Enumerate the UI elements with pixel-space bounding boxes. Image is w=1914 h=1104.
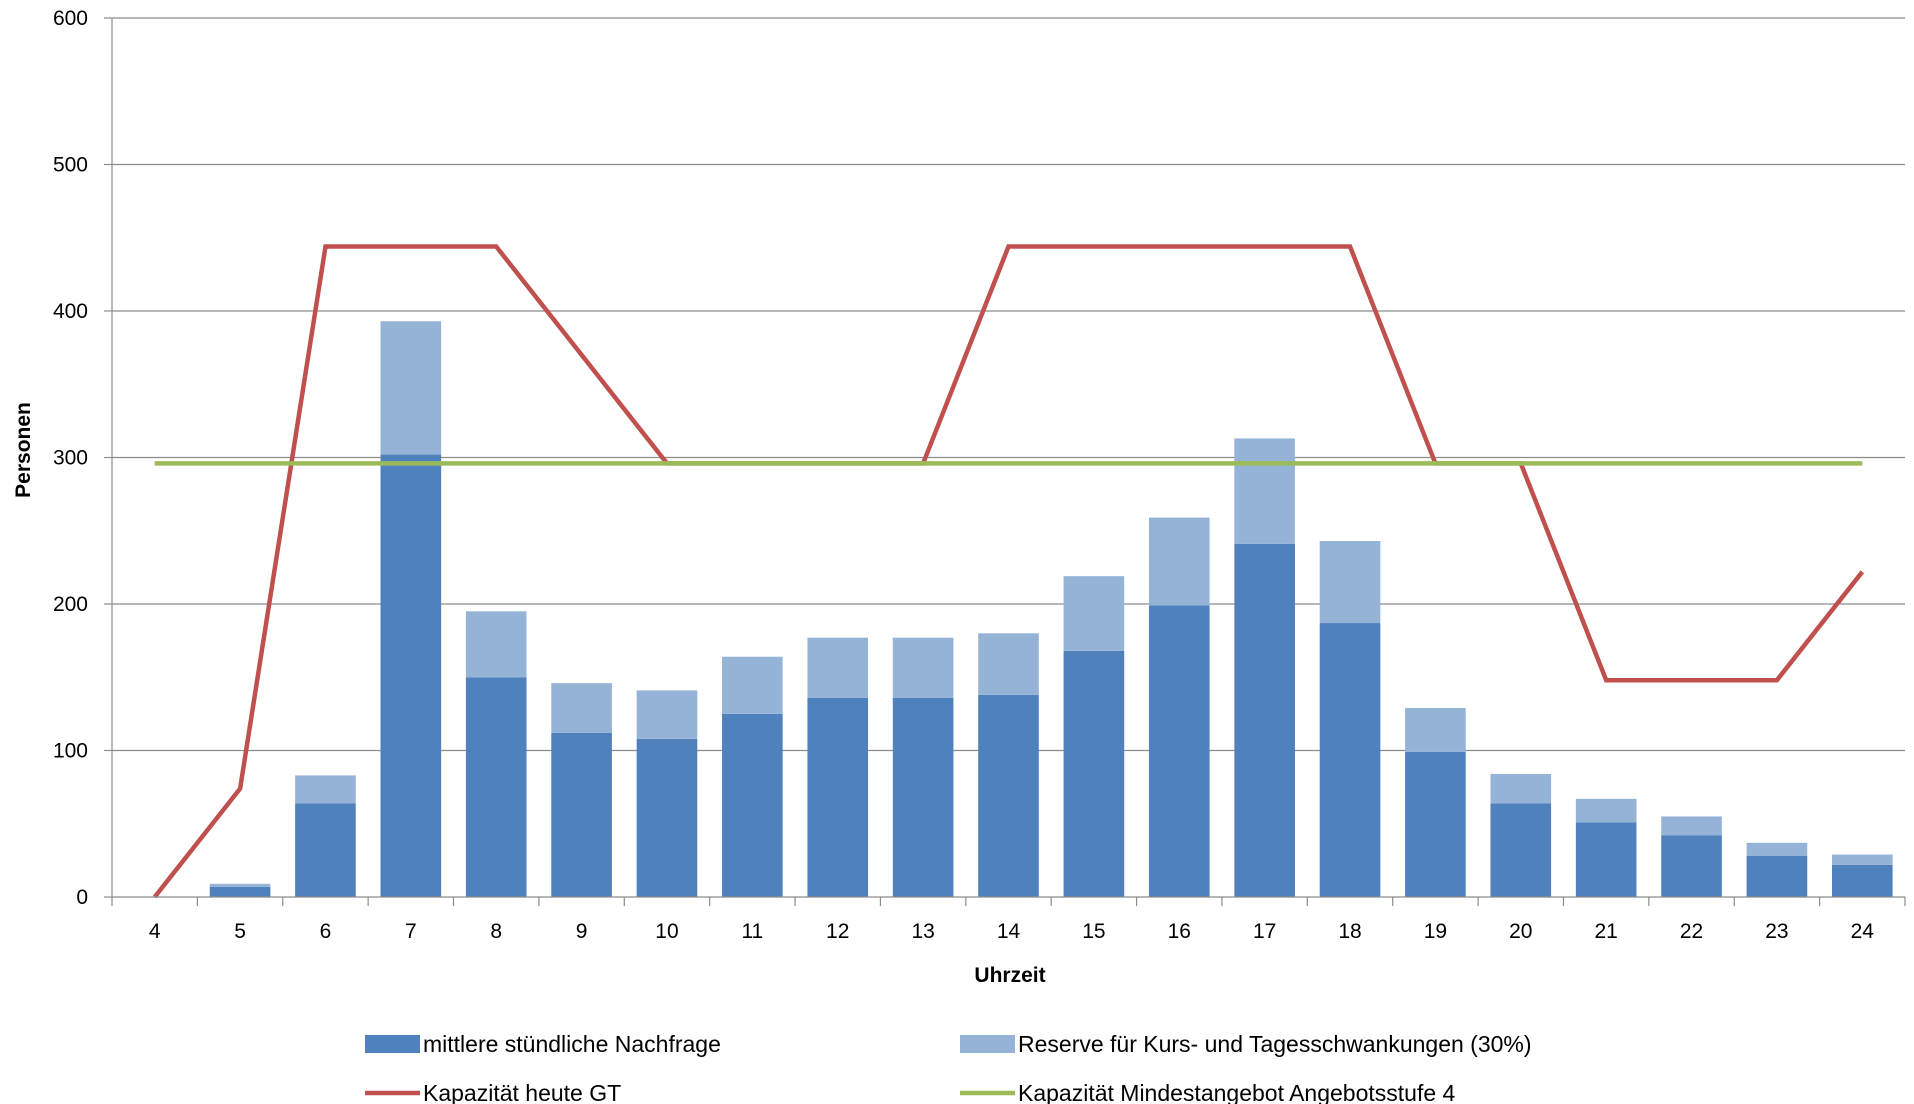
x-tick-label-17: 17: [1253, 920, 1276, 943]
x-tick-label-13: 13: [911, 920, 934, 943]
series-lines: [152, 244, 1865, 899]
bar-s1-21: [1575, 798, 1637, 823]
bar-s1-16: [1148, 517, 1210, 606]
x-tick-label-7: 7: [405, 920, 417, 943]
bar-s0-12: [807, 697, 869, 897]
bar-s1-22: [1661, 816, 1722, 836]
bar-s0-9: [551, 732, 612, 897]
legend-label-0: mittlere stündliche Nachfrage: [423, 1031, 721, 1057]
bar-s1-19: [1405, 708, 1466, 752]
x-tick-label-15: 15: [1082, 920, 1105, 943]
legend-swatch-0: [365, 1035, 420, 1053]
x-tick-label-4: 4: [149, 920, 161, 943]
y-tick-label-500: 500: [53, 154, 88, 177]
bar-s1-8: [465, 611, 527, 678]
bar-s0-24: [1831, 864, 1893, 897]
x-tick-label-14: 14: [997, 920, 1021, 943]
bar-s1-23: [1746, 842, 1808, 856]
x-tick-label-16: 16: [1168, 920, 1191, 943]
bar-s0-23: [1746, 855, 1808, 897]
bar-s1-17: [1234, 438, 1295, 544]
bar-s0-11: [722, 713, 783, 897]
bar-s1-6: [295, 775, 356, 804]
y-tick-label-100: 100: [53, 740, 88, 763]
bar-s1-20: [1490, 773, 1552, 804]
x-tick-label-22: 22: [1680, 920, 1703, 943]
y-tick-label-300: 300: [53, 447, 88, 470]
line-series-0: [152, 244, 1865, 899]
x-tick-label-5: 5: [234, 920, 246, 943]
axes: [104, 17, 1906, 906]
y-tick-label-400: 400: [53, 300, 88, 323]
bar-s0-7: [380, 454, 442, 897]
legend-label-2: Kapazität heute GT: [423, 1080, 621, 1104]
x-tick-label-19: 19: [1424, 920, 1447, 943]
bar-s0-6: [295, 803, 356, 897]
x-tick-label-12: 12: [826, 920, 849, 943]
legend-swatch-1: [960, 1035, 1015, 1053]
bar-s1-15: [1063, 576, 1125, 651]
bar-s1-12: [807, 637, 869, 698]
bar-s0-19: [1405, 751, 1466, 897]
bar-s0-5: [209, 886, 271, 897]
bar-s0-18: [1319, 623, 1381, 897]
legend-label-1: Reserve für Kurs- und Tagesschwankungen …: [1018, 1031, 1532, 1057]
x-tick-label-6: 6: [320, 920, 332, 943]
x-tick-label-10: 10: [655, 920, 678, 943]
bar-s1-11: [722, 656, 783, 714]
bar-s0-8: [465, 677, 527, 897]
x-tick-labels: 4 5 6 7 8 9 10 11 12 13 14 15 16 17 18 19 20 21 22 23 24: [149, 920, 1874, 943]
bar-s1-18: [1319, 541, 1381, 624]
x-tick-label-21: 21: [1594, 920, 1617, 943]
y-tick-label-600: 600: [53, 7, 88, 30]
bar-s0-20: [1490, 803, 1552, 897]
bar-s0-13: [892, 697, 954, 897]
x-tick-label-8: 8: [490, 920, 502, 943]
bar-s0-22: [1661, 835, 1722, 897]
y-tick-label-0: 0: [76, 886, 88, 909]
x-tick-label-18: 18: [1338, 920, 1361, 943]
bar-s1-10: [636, 690, 698, 739]
bar-s1-7: [380, 321, 442, 455]
bar-s1-24: [1831, 854, 1893, 865]
bar-s0-17: [1234, 543, 1295, 897]
bar-s0-16: [1148, 605, 1210, 897]
x-tick-label-11: 11: [741, 920, 763, 943]
x-axis-title: Uhrzeit: [974, 964, 1045, 987]
bar-s0-10: [636, 738, 698, 897]
legend-label-3: Kapazität Mindestangebot Angebotsstufe 4: [1018, 1080, 1456, 1104]
bar-s1-5: [209, 883, 271, 887]
bar-s1-14: [978, 633, 1039, 695]
x-tick-label-20: 20: [1509, 920, 1532, 943]
bar-s1-13: [892, 637, 954, 698]
x-tick-label-23: 23: [1765, 920, 1788, 943]
x-tick-label-24: 24: [1851, 920, 1875, 943]
x-tick-label-9: 9: [576, 920, 588, 943]
bar-s0-21: [1575, 822, 1637, 897]
y-axis-title: Personen: [12, 402, 35, 498]
bars: [209, 321, 1893, 897]
bar-s0-14: [978, 694, 1039, 897]
legend: mittlere stündliche Nachfrage Reserve für…: [365, 1031, 1532, 1104]
bar-s1-9: [551, 683, 612, 733]
bar-s0-15: [1063, 650, 1125, 897]
y-tick-labels: 0 100 200 300 400 500 600: [53, 7, 88, 909]
y-tick-label-200: 200: [53, 593, 88, 616]
